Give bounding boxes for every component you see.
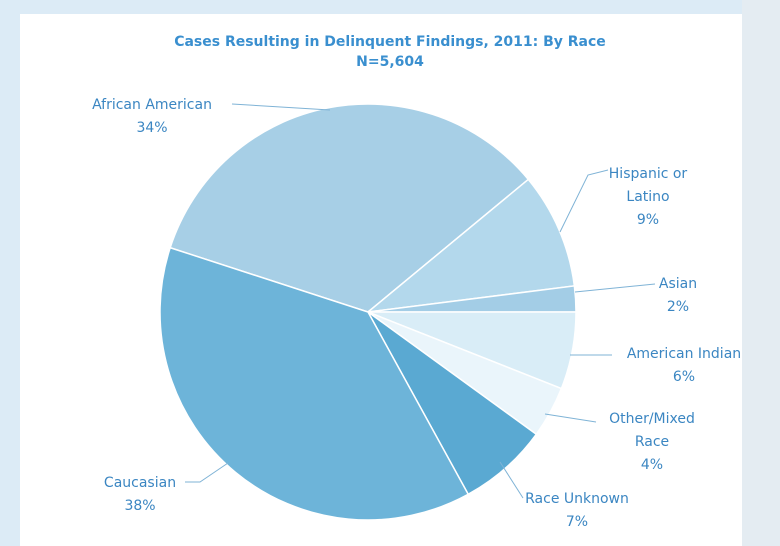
category-label: American Indian (626, 346, 742, 362)
value-label: 7% (565, 514, 589, 530)
slice-label: Asian 2% (638, 273, 718, 319)
category-label: Other/Mixed Race (609, 411, 695, 450)
leader-line (574, 283, 656, 293)
slice-label: Hispanic or Latino 9% (603, 163, 693, 232)
pie-slice (159, 246, 470, 521)
category-label: Caucasian (103, 475, 177, 491)
pie-slice (365, 178, 576, 314)
slice-label: American Indian 6% (614, 343, 754, 389)
category-label: Asian (658, 276, 698, 292)
chart-title: Cases Resulting in Delinquent Findings, … (174, 34, 606, 50)
leader-line (544, 413, 597, 423)
slice-label: African American 34% (72, 94, 232, 140)
value-label: 38% (124, 498, 156, 514)
value-label: 9% (636, 212, 660, 228)
value-label: 2% (666, 299, 690, 315)
chart-subtitle: N=5,604 (356, 54, 424, 70)
category-label: Hispanic or Latino (608, 166, 688, 205)
slice-label: Race Unknown 7% (517, 488, 637, 534)
side-strip (742, 0, 780, 546)
leader-line (231, 103, 331, 111)
value-label: 6% (672, 369, 696, 385)
slice-label: Other/Mixed Race 4% (602, 408, 702, 477)
category-label: Race Unknown (525, 491, 629, 507)
category-label: African American (92, 97, 212, 113)
leader-line (499, 461, 524, 499)
leader-line (559, 169, 609, 233)
value-label: 4% (640, 457, 664, 473)
pie-slice (169, 103, 530, 313)
leader-line (185, 462, 229, 483)
value-label: 34% (136, 120, 168, 136)
slice-label: Caucasian 38% (80, 472, 200, 518)
